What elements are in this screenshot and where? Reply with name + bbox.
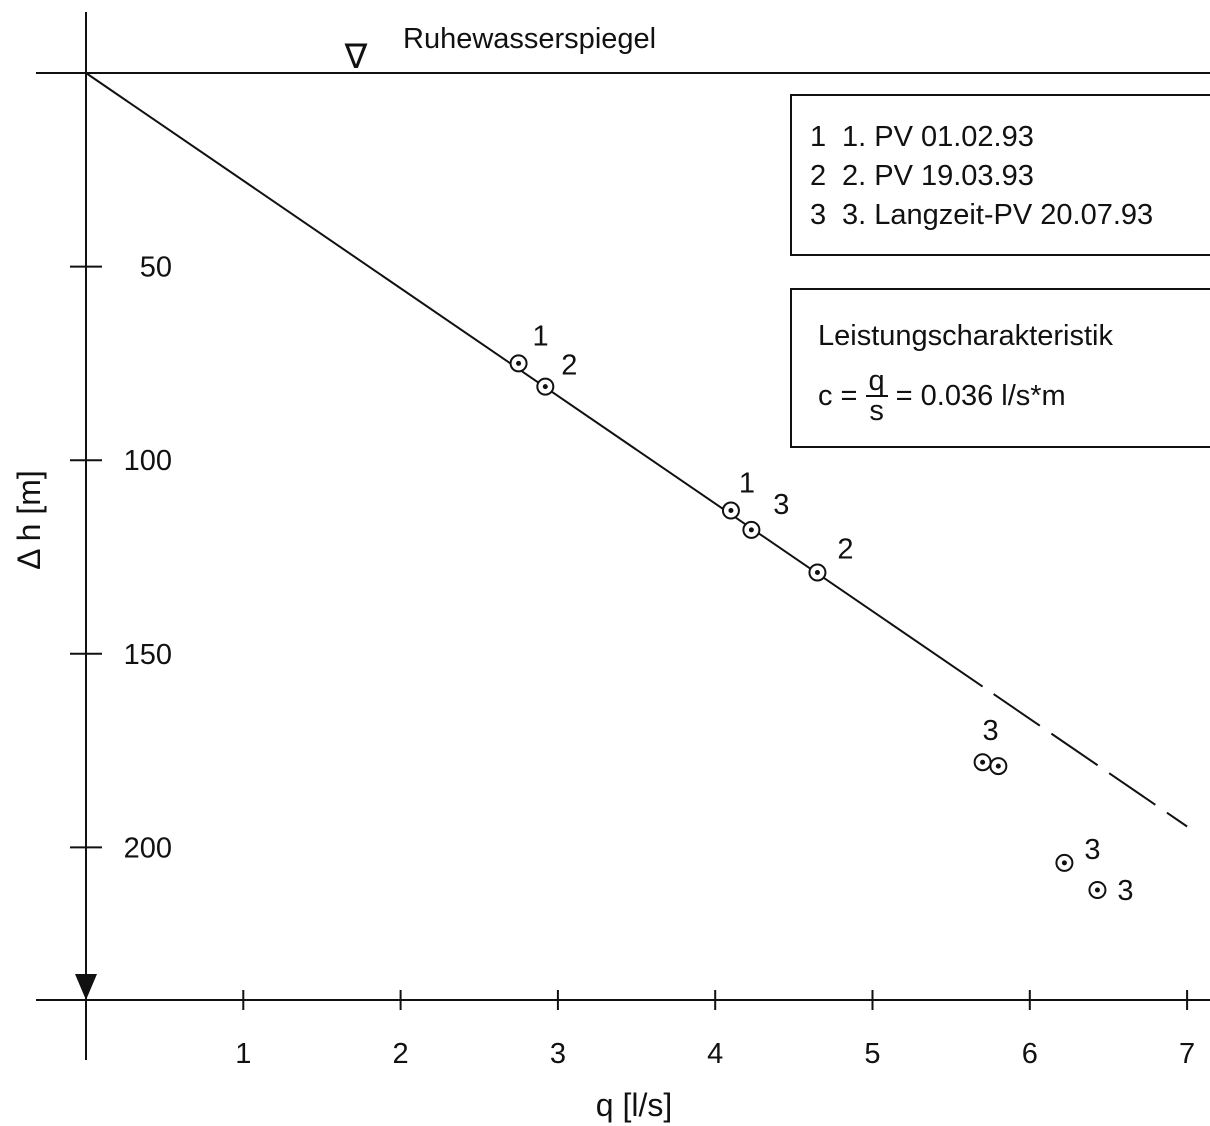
data-point-label: 1 <box>739 468 755 500</box>
y-tick-label: 50 <box>140 252 172 284</box>
data-point-center <box>543 384 548 389</box>
data-point-center <box>728 508 733 513</box>
data-point-label: 3 <box>773 489 789 521</box>
formula-denominator: s <box>869 397 884 425</box>
data-point-center <box>996 764 1001 769</box>
data-point-center <box>1062 860 1067 865</box>
legend-item: 1 1. PV 01.02.93 <box>810 118 1210 157</box>
data-point-center <box>516 361 521 366</box>
data-point-center <box>1095 887 1100 892</box>
y-axis-label: Δ h [m] <box>11 470 47 570</box>
data-point-center <box>815 570 820 575</box>
x-tick-label: 2 <box>393 1038 409 1070</box>
data-point-label: 3 <box>983 715 999 747</box>
x-tick-label: 7 <box>1179 1038 1195 1070</box>
data-point-label: 3 <box>1084 834 1100 866</box>
y-tick-label: 200 <box>124 832 172 864</box>
data-point-label: 3 <box>1117 875 1133 907</box>
data-point-label: 1 <box>533 320 549 352</box>
formula-numerator: q <box>866 367 888 397</box>
x-tick-label: 3 <box>550 1038 566 1070</box>
performance-title: Leistungscharakteristik <box>818 320 1210 353</box>
data-point-label: 2 <box>561 350 577 382</box>
data-point-label: 2 <box>837 533 853 565</box>
performance-formula: c = q s = 0.036 l/s*m <box>818 367 1210 425</box>
y-tick-label: 150 <box>124 639 172 671</box>
x-tick-label: 5 <box>864 1038 880 1070</box>
formula-lhs: c = <box>818 380 858 413</box>
y-axis-arrow-icon <box>75 974 97 1000</box>
x-tick-label: 1 <box>235 1038 251 1070</box>
x-axis-label: q [l/s] <box>596 1087 672 1123</box>
data-point-center <box>980 760 985 765</box>
data-point-center <box>749 527 754 532</box>
legend-item: 2 2. PV 19.03.93 <box>810 157 1210 196</box>
formula-rhs: = 0.036 l/s*m <box>896 380 1066 413</box>
series-legend: 1 1. PV 01.02.93 2 2. PV 19.03.93 3 3. Lang… <box>790 94 1210 256</box>
formula-fraction: q s <box>866 367 888 425</box>
y-tick-label: 100 <box>124 445 172 477</box>
x-tick-label: 6 <box>1022 1038 1038 1070</box>
fit-line-dashed <box>994 694 1187 826</box>
performance-box: Leistungscharakteristik c = q s = 0.036 … <box>790 288 1210 448</box>
legend-item: 3 3. Langzeit-PV 20.07.93 <box>810 196 1210 235</box>
water-level-marker-icon: ∇ <box>344 38 368 76</box>
x-tick-label: 4 <box>707 1038 723 1070</box>
reference-line-label: Ruhewasserspiegel <box>403 23 656 55</box>
